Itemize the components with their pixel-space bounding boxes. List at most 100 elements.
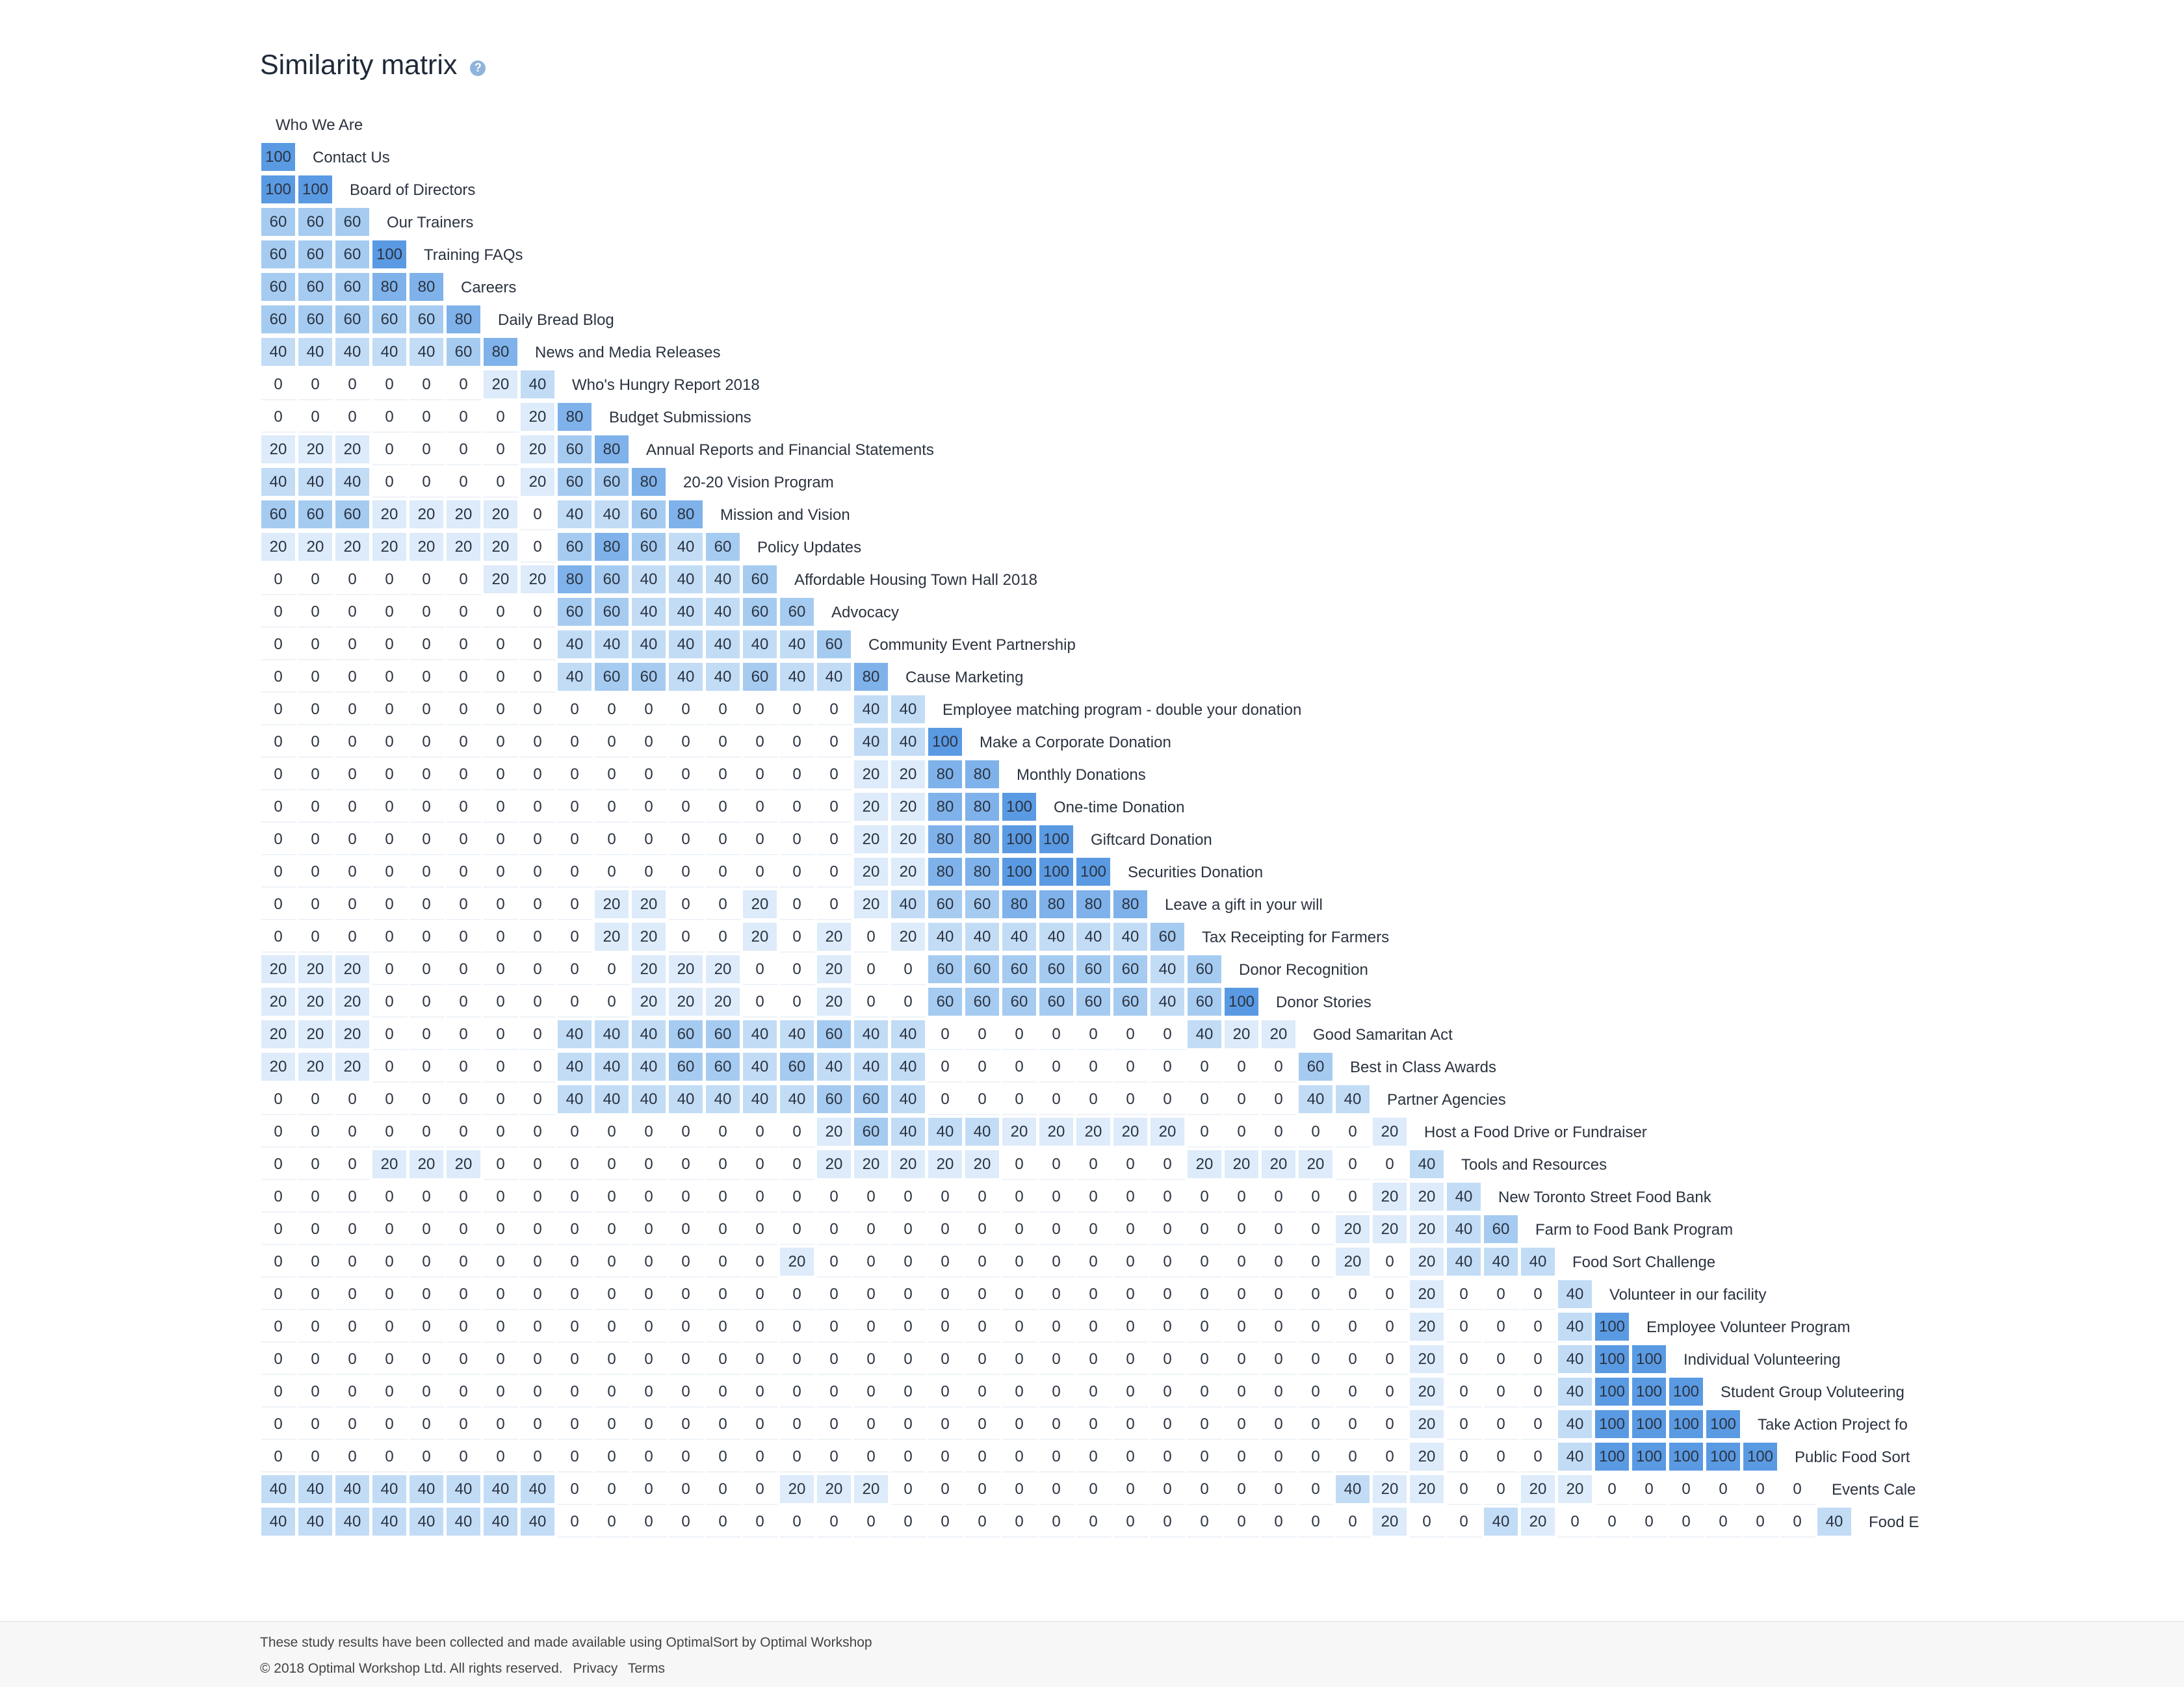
matrix-cell: 0 <box>928 1053 964 1083</box>
matrix-cell: 0 <box>558 1150 593 1180</box>
similarity-matrix: Who We Are 100 Contact Us 100 100 Board of Di… <box>261 116 1919 1538</box>
terms-link[interactable]: Terms <box>627 1661 665 1676</box>
matrix-cell: 60 <box>1039 955 1075 985</box>
matrix-cell: 0 <box>521 1118 556 1148</box>
matrix-cell: 0 <box>447 955 482 985</box>
matrix-cell: 20 <box>1410 1410 1446 1440</box>
matrix-cell: 0 <box>1039 1443 1075 1473</box>
matrix-row-label: Public Food Sort <box>1795 1449 1910 1466</box>
matrix-cell: 20 <box>669 955 705 985</box>
matrix-cell: 0 <box>558 1508 593 1538</box>
matrix-cell: 0 <box>780 1443 816 1473</box>
matrix-cell: 0 <box>928 1443 964 1473</box>
matrix-cell: 0 <box>1484 1443 1520 1473</box>
matrix-cell: 40 <box>669 598 705 628</box>
matrix-cell: 0 <box>1632 1508 1668 1538</box>
matrix-cell: 0 <box>1039 1475 1075 1505</box>
matrix-cell: 0 <box>1150 1280 1186 1310</box>
matrix-cell: 0 <box>669 890 705 920</box>
matrix-cell: 40 <box>854 1020 890 1050</box>
matrix-cell: 0 <box>261 403 297 433</box>
matrix-cell: 0 <box>410 695 445 725</box>
matrix-cell: 0 <box>1225 1118 1260 1148</box>
matrix-row-label: Board of Directors <box>350 181 476 199</box>
matrix-cell: 40 <box>1410 1150 1446 1180</box>
matrix-cell: 20 <box>1373 1475 1409 1505</box>
matrix-cell: 0 <box>1225 1053 1260 1083</box>
matrix-cell: 0 <box>891 1183 927 1213</box>
matrix-cell: 0 <box>1188 1508 1223 1538</box>
matrix-cell: 40 <box>1002 923 1038 953</box>
matrix-cell: 0 <box>1743 1508 1779 1538</box>
matrix-cell: 0 <box>1039 1378 1075 1408</box>
matrix-cell: 0 <box>521 1183 556 1213</box>
matrix-cell: 20 <box>854 1150 890 1180</box>
matrix-cell: 0 <box>298 1150 334 1180</box>
matrix-cell: 40 <box>1558 1443 1594 1473</box>
matrix-cell: 20 <box>1113 1118 1149 1148</box>
matrix-cell: 0 <box>1113 1150 1149 1180</box>
matrix-cell: 20 <box>854 760 890 790</box>
matrix-cell: 40 <box>780 630 816 660</box>
matrix-cell: 60 <box>1039 988 1075 1018</box>
matrix-cell: 0 <box>298 1215 334 1245</box>
matrix-cell: 0 <box>1447 1345 1483 1375</box>
matrix-cell: 20 <box>1373 1508 1409 1538</box>
matrix-cell: 0 <box>410 1085 445 1115</box>
matrix-cell: 40 <box>743 630 779 660</box>
matrix-cell: 20 <box>1188 1150 1223 1180</box>
matrix-cell: 0 <box>484 1150 519 1180</box>
matrix-cell: 0 <box>521 955 556 985</box>
matrix-cell: 100 <box>1595 1443 1631 1473</box>
matrix-cell: 0 <box>595 1118 630 1148</box>
matrix-cell: 0 <box>1262 1183 1297 1213</box>
matrix-cell: 0 <box>1076 1215 1112 1245</box>
matrix-cell: 0 <box>447 825 482 855</box>
matrix-cell: 20 <box>1039 1118 1075 1148</box>
matrix-cell: 0 <box>595 1248 630 1278</box>
matrix-cell: 0 <box>595 1280 630 1310</box>
matrix-cell: 0 <box>1558 1508 1594 1538</box>
matrix-cell: 40 <box>891 1020 927 1050</box>
matrix-cell: 0 <box>484 435 519 465</box>
help-icon[interactable]: ? <box>470 60 486 76</box>
matrix-cell: 40 <box>706 1085 742 1115</box>
matrix-cell: 0 <box>854 1345 890 1375</box>
matrix-cell: 0 <box>706 1443 742 1473</box>
matrix-cell: 0 <box>743 1443 779 1473</box>
matrix-cell: 0 <box>1521 1313 1557 1343</box>
matrix-cell: 0 <box>372 858 408 888</box>
matrix-cell: 20 <box>335 955 371 985</box>
matrix-cell: 80 <box>928 825 964 855</box>
matrix-row-label: Affordable Housing Town Hall 2018 <box>794 571 1038 589</box>
matrix-cell: 20 <box>447 1150 482 1180</box>
matrix-cell: 20 <box>891 1150 927 1180</box>
matrix-cell: 60 <box>965 955 1001 985</box>
matrix-cell: 0 <box>1410 1508 1446 1538</box>
matrix-cell: 0 <box>261 598 297 628</box>
matrix-cell: 20 <box>632 988 668 1018</box>
matrix-cell: 40 <box>743 1020 779 1050</box>
matrix-cell: 0 <box>521 1248 556 1278</box>
matrix-cell: 0 <box>447 1345 482 1375</box>
matrix-cell: 60 <box>1002 955 1038 985</box>
matrix-cell: 0 <box>965 1345 1001 1375</box>
matrix-cell: 40 <box>632 630 668 660</box>
matrix-cell: 100 <box>928 728 964 758</box>
matrix-cell: 0 <box>261 825 297 855</box>
matrix-cell: 0 <box>1336 1150 1372 1180</box>
privacy-link[interactable]: Privacy <box>573 1661 618 1676</box>
matrix-cell: 0 <box>595 793 630 823</box>
matrix-cell: 0 <box>410 1020 445 1050</box>
matrix-cell: 0 <box>558 988 593 1018</box>
matrix-row-label: Our Trainers <box>387 214 474 231</box>
matrix-cell: 0 <box>372 793 408 823</box>
matrix-cell: 0 <box>854 1443 890 1473</box>
matrix-cell: 40 <box>484 1475 519 1505</box>
matrix-cell: 0 <box>1150 1085 1186 1115</box>
matrix-cell: 0 <box>1002 1378 1038 1408</box>
matrix-cell: 0 <box>447 468 482 498</box>
matrix-row-label: Mission and Vision <box>720 506 850 524</box>
matrix-cell: 0 <box>965 1020 1001 1050</box>
matrix-row-label: Contact Us <box>313 149 390 166</box>
